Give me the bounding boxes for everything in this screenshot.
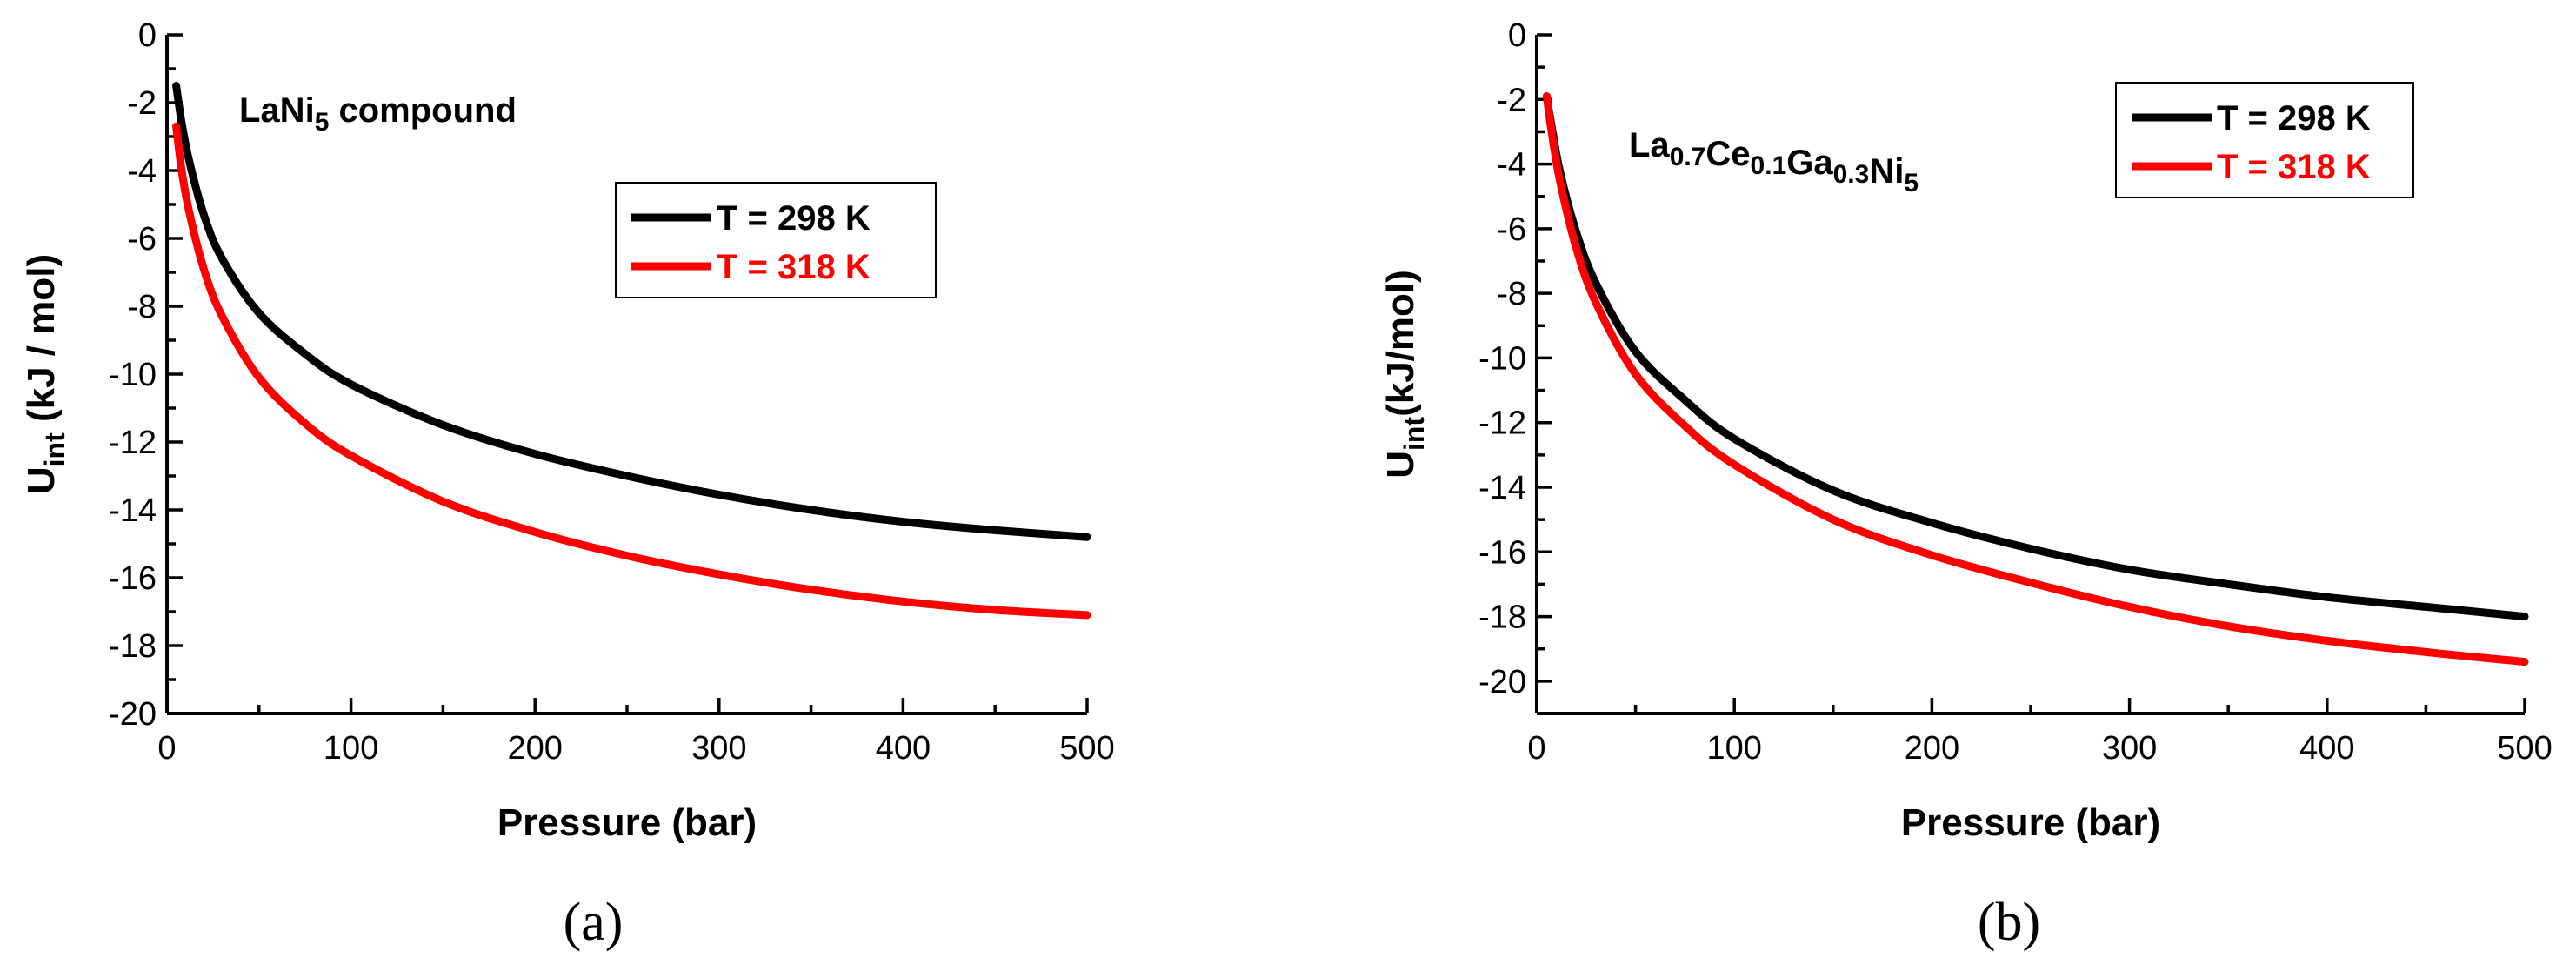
- panel-caption: (b): [1978, 893, 2040, 952]
- y-tick-label: -18: [1478, 600, 1526, 636]
- x-tick-label: 400: [2299, 730, 2354, 767]
- y-tick-label: -4: [1497, 147, 1526, 184]
- legend-label-1: T = 298 K: [717, 199, 871, 238]
- x-axis-label: Pressure (bar): [497, 801, 757, 844]
- y-tick-label: -6: [1497, 211, 1526, 248]
- x-tick-label: 0: [157, 730, 176, 767]
- legend-label-2: T = 318 K: [717, 248, 871, 286]
- y-tick-label: -6: [127, 221, 157, 258]
- x-tick-label: 200: [1905, 730, 1959, 767]
- y-tick-label: -8: [1497, 276, 1526, 312]
- x-tick-label: 0: [1527, 730, 1545, 767]
- series-line-2: [1542, 92, 2529, 667]
- x-tick-label: 300: [2102, 730, 2157, 767]
- y-tick-label: -2: [127, 85, 157, 122]
- x-tick-label: 500: [2497, 730, 2552, 767]
- x-tick-label: 500: [1059, 730, 1114, 767]
- series-line-1: [172, 82, 1091, 541]
- compound-annotation: LaNi5 compound: [239, 91, 517, 137]
- y-tick-label: -16: [109, 560, 157, 597]
- chart-panel-a: 0 100 200 300 400 500 0 -2 -4 -6 -8 -10 -12 -14 -16 -18…: [20, 17, 1115, 952]
- series-line-2: [172, 122, 1091, 620]
- y-tick-label: -8: [127, 289, 157, 325]
- series-line-1: [1542, 92, 2529, 621]
- y-tick-label: 0: [1508, 17, 1526, 54]
- legend-box: [615, 182, 937, 298]
- y-tick-label: -12: [1478, 405, 1526, 442]
- legend-label-1: T = 298 K: [2217, 99, 2371, 137]
- x-tick-label: 100: [1706, 730, 1761, 767]
- y-tick-label: -14: [1478, 470, 1526, 506]
- x-tick-label: 300: [691, 730, 746, 767]
- y-tick-label: -2: [1497, 82, 1526, 118]
- y-tick-label: -18: [109, 628, 157, 665]
- x-axis-label: Pressure (bar): [1901, 801, 2160, 844]
- y-axis-label: Uint(kJ/mol): [1379, 270, 1430, 479]
- compound-annotation: La0.7Ce0.1Ga0.3Ni5: [1629, 126, 1919, 198]
- y-axis-label: Uint (kJ / mol): [20, 254, 70, 494]
- legend-label-2: T = 318 K: [2217, 148, 2371, 186]
- x-tick-label: 200: [507, 730, 562, 767]
- y-tick-label: 0: [138, 17, 157, 54]
- y-tick-label: -16: [1478, 534, 1526, 571]
- y-tick-label: -20: [1478, 664, 1526, 700]
- x-tick-label: 400: [876, 730, 931, 767]
- panel-caption: (a): [564, 893, 624, 952]
- y-tick-label: -20: [109, 696, 157, 733]
- y-tick-label: -12: [109, 425, 157, 461]
- x-tick-label: 100: [324, 730, 378, 767]
- y-tick-label: -10: [109, 357, 157, 393]
- y-tick-label: -10: [1478, 340, 1526, 377]
- legend-box: [2115, 82, 2414, 198]
- y-tick-label: -14: [109, 492, 157, 529]
- y-tick-label: -4: [127, 153, 157, 190]
- chart-panel-b: 0 100 200 300 400 500 0 -2 -4 -6 -8 -10 -12 -14 -16 -18…: [1379, 17, 2553, 952]
